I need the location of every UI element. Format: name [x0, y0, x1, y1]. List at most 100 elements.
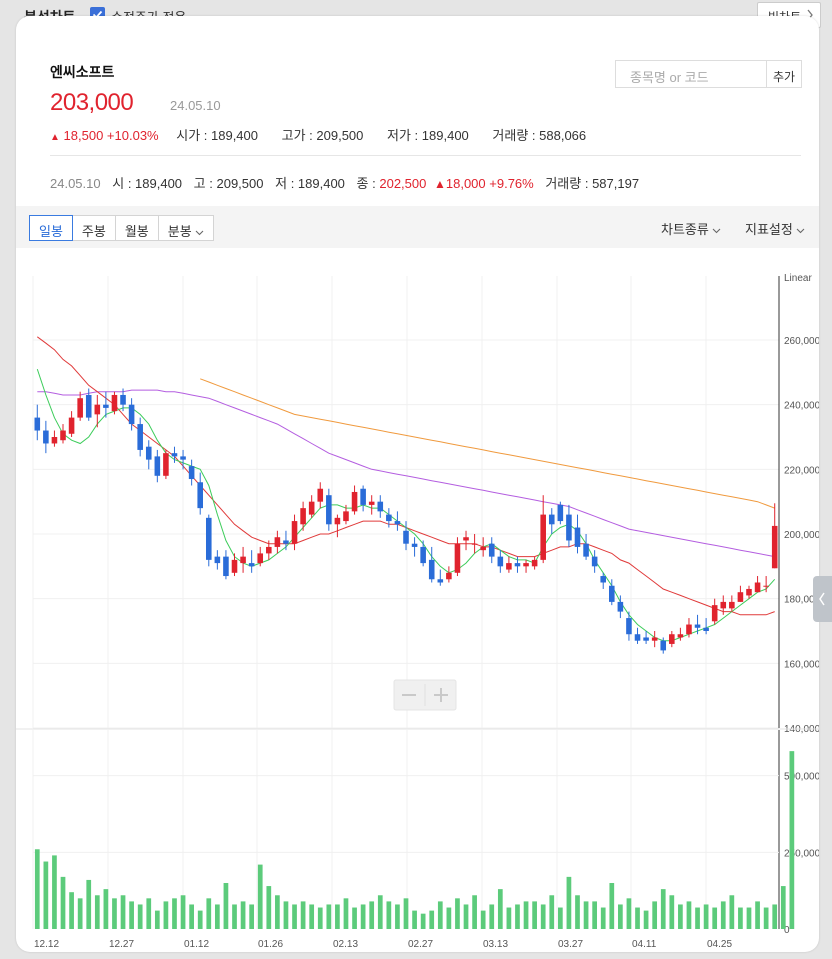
volume-tick-label: 500,000 [784, 772, 819, 783]
volume-bar [678, 904, 683, 929]
volume-bar [292, 904, 297, 929]
volume-bar [223, 883, 229, 929]
open-label: 시가 [176, 128, 201, 143]
ma120-line [200, 378, 775, 509]
current-price: 203,000 [50, 89, 134, 116]
volume-bar [660, 889, 666, 929]
indicator-settings-dropdown[interactable]: 지표설정 [745, 219, 805, 238]
x-tick-label: 12.12 [34, 939, 59, 950]
candle-body [77, 398, 83, 418]
side-panel-handle[interactable] [813, 576, 832, 622]
candle-body [317, 488, 324, 502]
volume-bar [257, 864, 263, 929]
volume-bar [34, 849, 40, 929]
volume-bar [206, 898, 212, 929]
ohlc-volume-label: 거래량 [545, 176, 582, 191]
ohlc-low-label: 저 [275, 176, 288, 191]
volume-bar [618, 904, 623, 929]
ohlc-close-label: 종 [356, 176, 369, 191]
candle-body [188, 466, 195, 480]
candle-body [617, 601, 624, 612]
volume-bar [43, 861, 49, 929]
volume-bar [103, 889, 109, 929]
candle-body [540, 514, 546, 560]
volume-bar [309, 904, 315, 929]
volume-bar [506, 907, 512, 929]
volume-value: 588,066 [539, 128, 587, 143]
volume-bar [463, 904, 469, 929]
candle-body [274, 537, 281, 547]
price-tick-label: 200,000 [784, 530, 819, 541]
chart-type-dropdown[interactable]: 차트종류 [661, 219, 721, 238]
volume-bar [352, 907, 357, 929]
candle-body [660, 640, 667, 651]
chevron-down-icon [797, 228, 805, 234]
candle-body [480, 546, 486, 551]
indicator-settings-label: 지표설정 [745, 222, 793, 237]
volume-bar [300, 901, 306, 929]
tab-minute-label: 분봉 [167, 224, 192, 239]
candle-body [137, 424, 143, 450]
volume-bar [369, 901, 375, 929]
tab-monthly[interactable]: 월봉 [114, 215, 159, 241]
volume-bar [695, 907, 700, 929]
volume-bar [609, 883, 615, 929]
candle-body [548, 514, 555, 525]
candle-body [34, 417, 41, 431]
candle-body [651, 637, 658, 641]
volume-bar [669, 895, 675, 929]
volume-tick-label: 250,000 [784, 848, 819, 859]
candle-body [386, 514, 392, 522]
candle-body [300, 508, 306, 525]
ohlc-change: 18,000 [445, 176, 486, 191]
tab-weekly[interactable]: 주봉 [71, 215, 116, 241]
volume-bar [549, 895, 555, 929]
add-stock-button[interactable]: 추가 [766, 60, 802, 88]
x-tick-label: 02.13 [333, 939, 358, 950]
volume-bar [386, 901, 392, 929]
volume-bar [377, 895, 383, 929]
volume-bar [489, 904, 495, 929]
volume-bar [112, 898, 117, 929]
candle-body [171, 453, 178, 457]
stock-search-input[interactable]: 종목명 or 코드 [615, 60, 767, 88]
candle-body [68, 417, 75, 434]
volume-bar [540, 904, 546, 929]
volume-bar [746, 907, 752, 929]
candle-body [420, 546, 426, 564]
volume-bar [129, 901, 134, 929]
volume-bar [395, 904, 400, 929]
stock-chart[interactable]: 140,000 160,000 180,000 200,000 220,000 240,0… [16, 248, 819, 952]
candle-body [94, 404, 101, 415]
candle-body [223, 556, 229, 577]
ohlc-low: 189,400 [297, 176, 345, 191]
price-change: 18,500 [63, 128, 104, 143]
ma5-line [36, 368, 776, 642]
candle-body [214, 556, 221, 564]
candle-body [566, 514, 572, 541]
candle-body [771, 525, 778, 569]
volume-bar [197, 910, 203, 929]
low-label: 저가 [387, 128, 411, 143]
volume-bar [154, 910, 160, 929]
price-change-pct: +10.03% [106, 128, 159, 143]
volume-bar [232, 904, 237, 929]
volume-bar [480, 910, 486, 929]
candle-body [446, 572, 452, 580]
volume-bar [497, 889, 503, 929]
volume-bar [360, 904, 366, 929]
candle-body [326, 495, 332, 525]
tab-daily[interactable]: 일봉 [29, 215, 73, 241]
candle-body [763, 585, 769, 587]
candle-body [257, 553, 264, 564]
candle-body [411, 543, 418, 547]
volume-bar [275, 895, 280, 929]
candle-body [308, 501, 315, 515]
high-value: 209,500 [316, 128, 364, 143]
candle-body [266, 546, 272, 554]
candle-body [437, 579, 444, 583]
candlestick-chart-svg[interactable]: 140,000160,000180,000200,000220,000240,0… [16, 248, 819, 952]
volume-bar [412, 910, 417, 929]
candle-body [343, 511, 349, 522]
tab-minute[interactable]: 분봉 [157, 215, 215, 241]
